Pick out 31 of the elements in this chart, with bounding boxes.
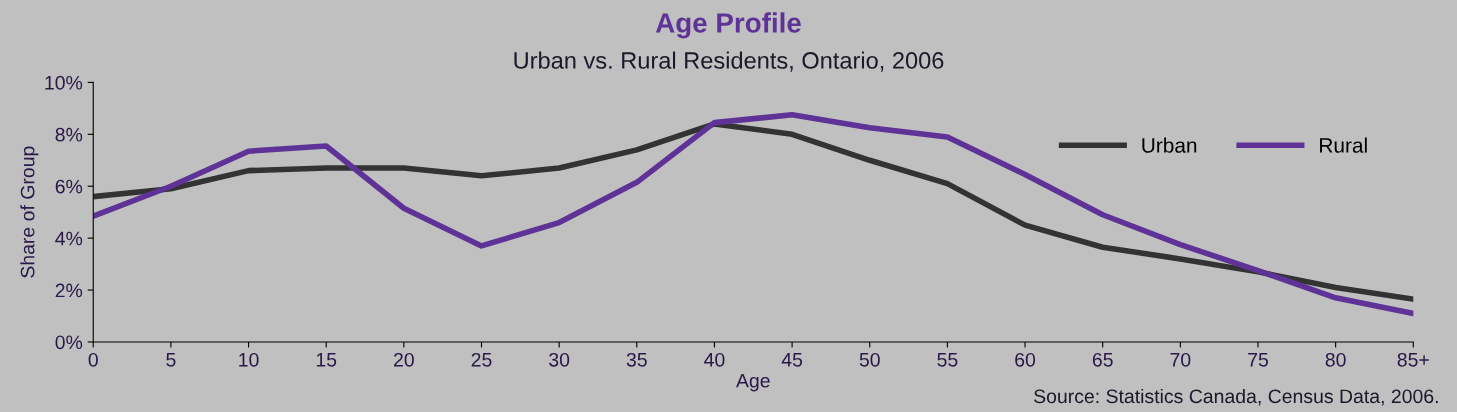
chart-title: Age Profile bbox=[655, 12, 801, 39]
legend-label: Urban bbox=[1142, 137, 1197, 153]
x-tick-label: 15 bbox=[316, 353, 337, 367]
x-tick-label: 20 bbox=[394, 352, 414, 367]
chart-subtitle: Urban vs. Rural Residents, Ontario, 2006 bbox=[514, 51, 944, 72]
x-tick-label: 0 bbox=[88, 352, 98, 367]
legend-label: Rural bbox=[1320, 137, 1367, 153]
y-tick-label: 2% bbox=[55, 283, 83, 298]
x-tick-label: 35 bbox=[626, 352, 647, 367]
x-tick-label: 10 bbox=[239, 352, 259, 367]
x-tick-label: 30 bbox=[549, 352, 570, 367]
source-note: Source: Statistics Canada, Census Data, 2006. bbox=[1034, 388, 1438, 406]
x-tick-label: 25 bbox=[471, 352, 492, 367]
y-axis-title: Share of Group bbox=[20, 146, 39, 278]
x-tick-label: 45 bbox=[781, 353, 803, 367]
y-tick-label: 6% bbox=[55, 179, 83, 194]
x-tick-label: 70 bbox=[1170, 352, 1191, 367]
x-tick-label: 80 bbox=[1325, 352, 1346, 367]
x-tick-label: 65 bbox=[1092, 352, 1113, 367]
x-tick-label: 85+ bbox=[1397, 352, 1429, 367]
x-tick-label: 55 bbox=[937, 353, 958, 367]
x-tick-label: 40 bbox=[704, 352, 725, 367]
x-tick-label: 60 bbox=[1015, 352, 1036, 367]
x-tick-label: 50 bbox=[859, 352, 880, 367]
y-tick-label: 8% bbox=[55, 127, 83, 142]
x-axis-title: Age bbox=[736, 373, 770, 392]
y-tick-label: 10% bbox=[45, 75, 83, 90]
x-tick-label: 5 bbox=[166, 353, 176, 367]
x-tick-label: 75 bbox=[1248, 353, 1268, 367]
y-tick-label: 4% bbox=[55, 231, 83, 246]
y-tick-label: 0% bbox=[55, 335, 83, 350]
